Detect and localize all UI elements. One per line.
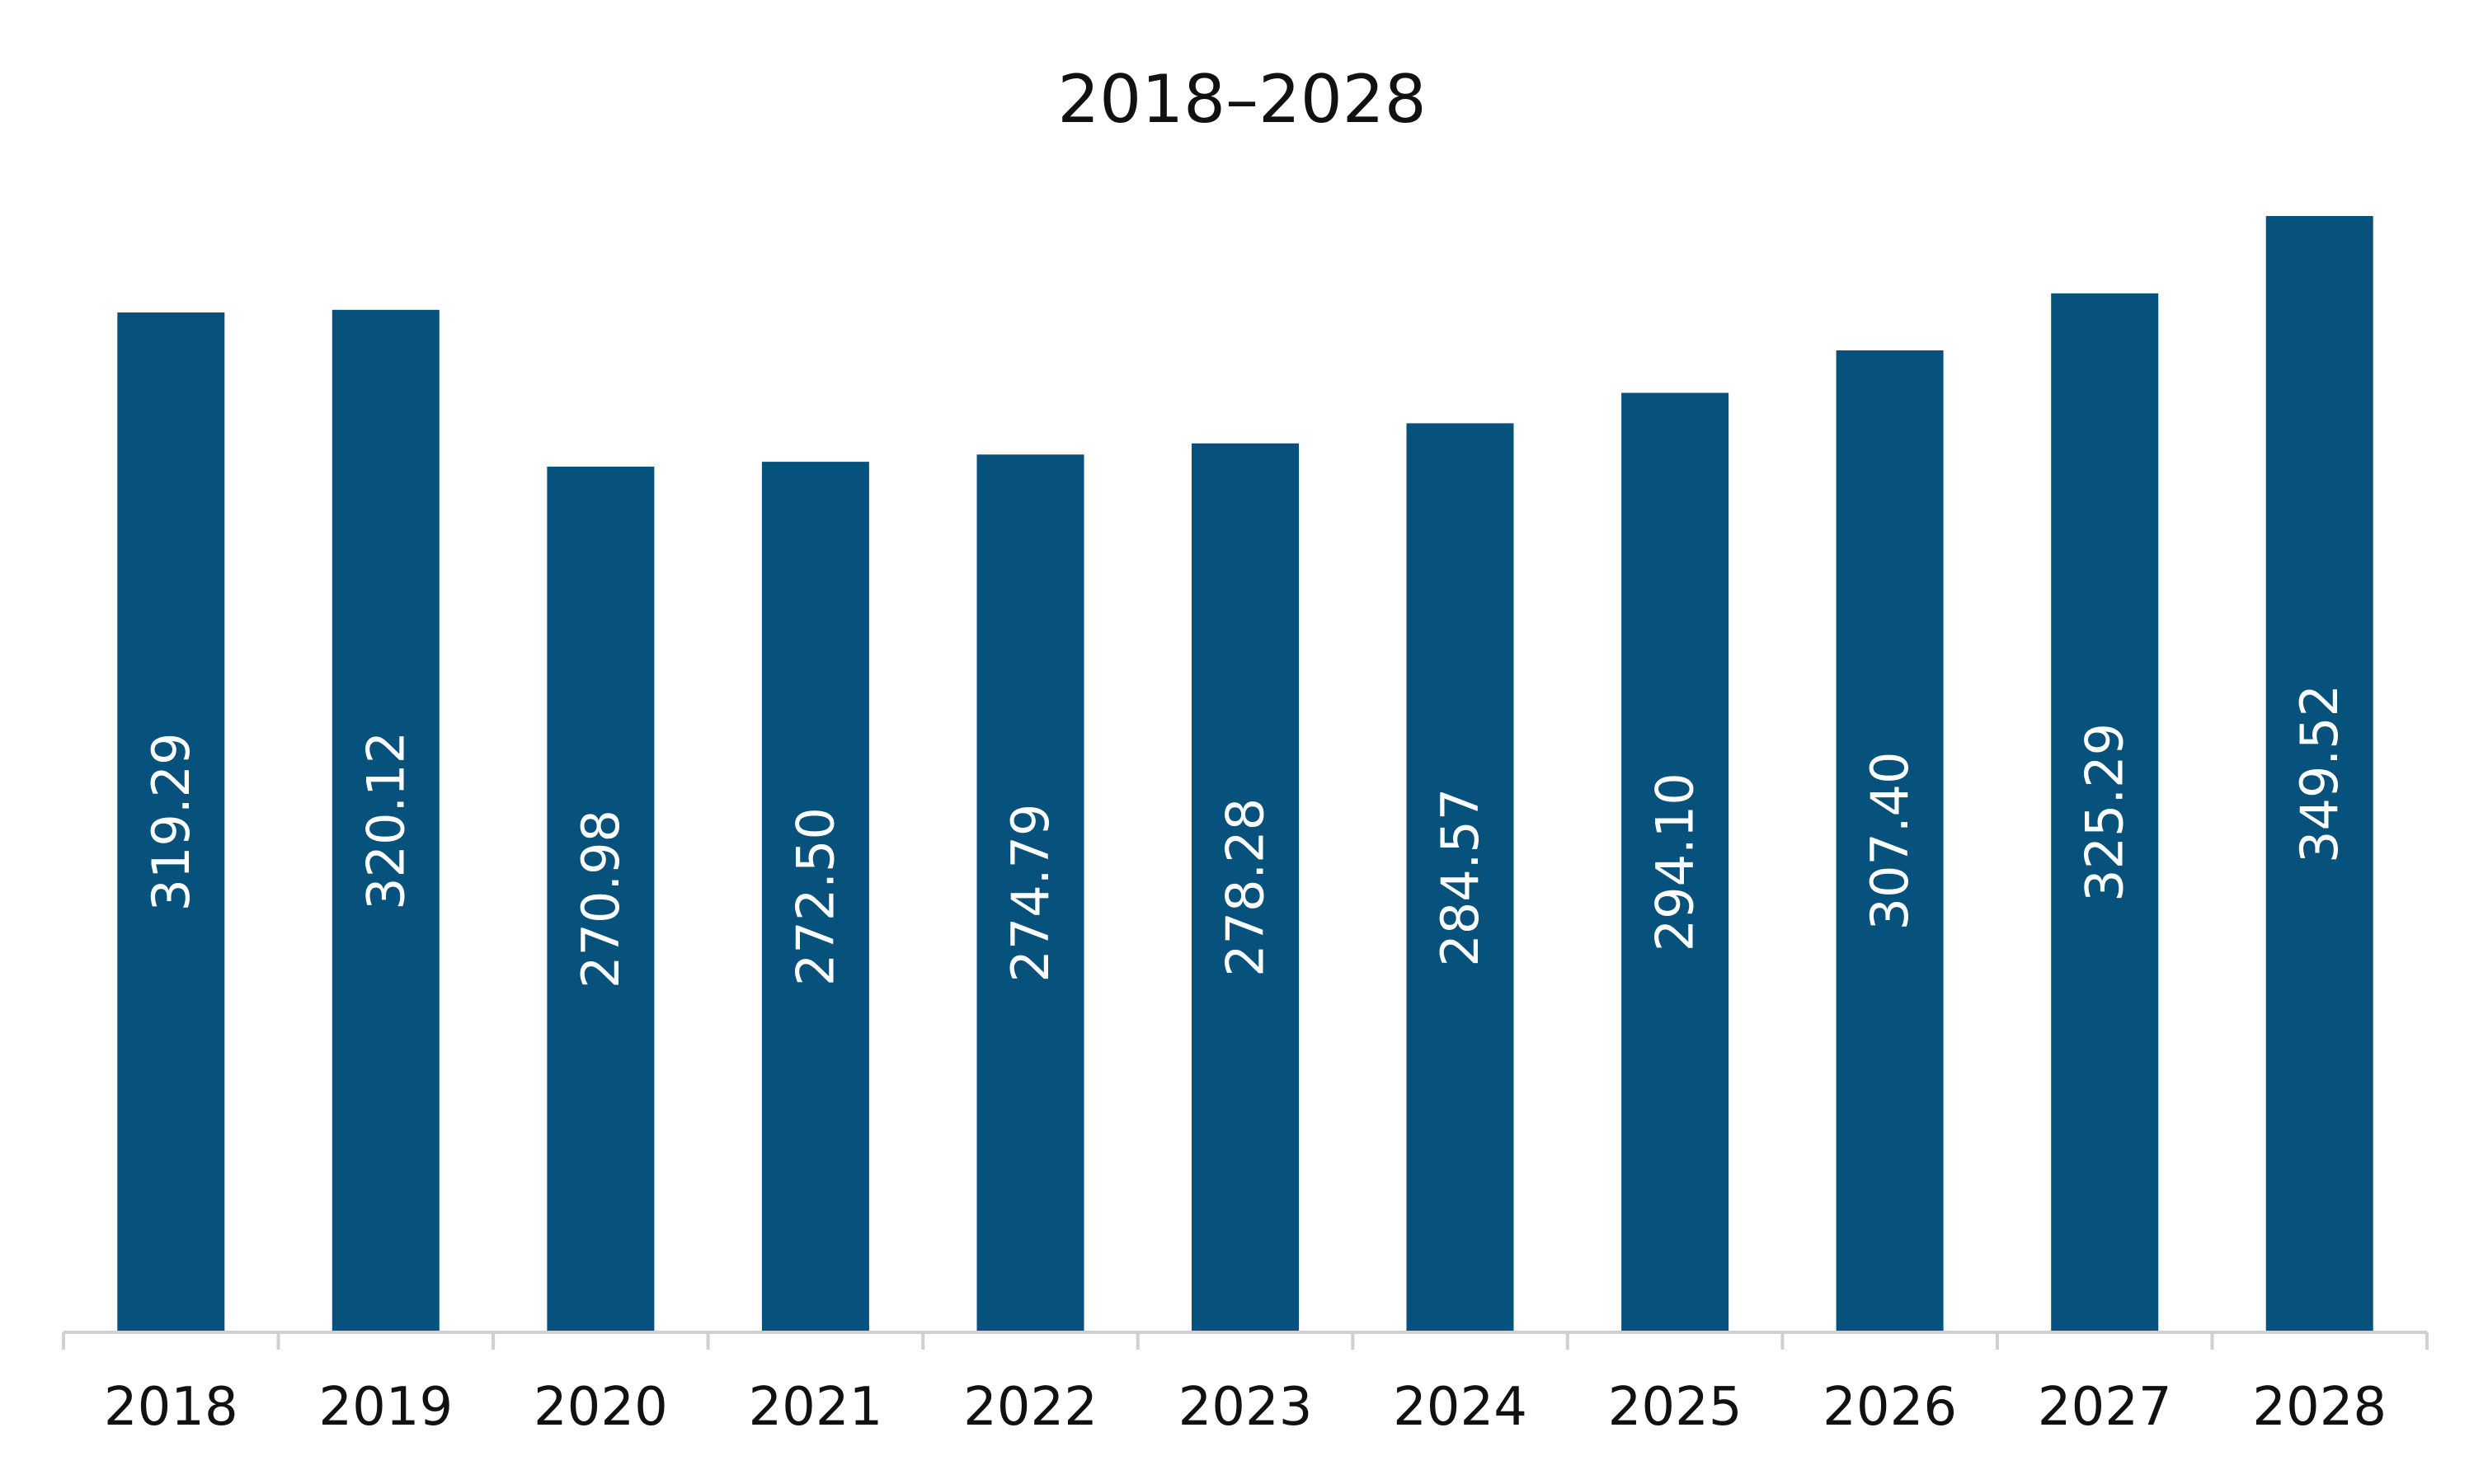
x-tick-label-2020: 2020: [534, 1377, 668, 1438]
bar-2018: [117, 312, 225, 1331]
data-label-2024: 284.57: [1430, 788, 1490, 967]
data-label-2022: 274.79: [1000, 804, 1061, 983]
data-label-2020: 270.98: [571, 810, 631, 989]
bar-2024: [1406, 423, 1514, 1331]
x-tick-label-2024: 2024: [1393, 1377, 1527, 1438]
x-tick-label-2019: 2019: [318, 1377, 453, 1438]
x-tick-label-2026: 2026: [1823, 1377, 1957, 1438]
data-labels: 319.29 320.12 270.98 272.50 274.79 278.28 284.…: [141, 684, 2349, 989]
data-label-2021: 272.50: [785, 807, 845, 986]
bar-2020: [547, 467, 655, 1331]
bar-2028: [2265, 216, 2373, 1331]
bar-2021: [761, 462, 869, 1331]
data-label-2026: 307.40: [1860, 752, 1920, 931]
data-label-2019: 320.12: [355, 731, 416, 910]
bars-layer: [117, 216, 2373, 1331]
bar-2026: [1836, 350, 1944, 1331]
x-tick-labels: 2018 2019 2020 2021 2022 2023 2024 2025 2026 2027…: [104, 1377, 2387, 1438]
data-label-2018: 319.29: [141, 733, 201, 912]
x-tick-label-2028: 2028: [2252, 1377, 2387, 1438]
x-tick-label-2023: 2023: [1178, 1377, 1313, 1438]
x-tick-label-2021: 2021: [748, 1377, 882, 1438]
chart-title: 2018–2028: [1057, 61, 1426, 138]
data-label-2027: 325.29: [2075, 723, 2135, 902]
data-label-2028: 349.52: [2289, 684, 2349, 863]
x-axis: [62, 1331, 2429, 1350]
x-tick-label-2027: 2027: [2038, 1377, 2172, 1438]
data-label-2025: 294.10: [1645, 773, 1705, 951]
x-tick-label-2025: 2025: [1608, 1377, 1743, 1438]
x-tick-label-2022: 2022: [963, 1377, 1098, 1438]
bar-2022: [976, 454, 1084, 1331]
bar-2023: [1192, 443, 1299, 1331]
bar-2019: [332, 309, 440, 1331]
bar-2027: [2051, 293, 2159, 1331]
data-label-2023: 278.28: [1216, 798, 1276, 977]
bar-2025: [1621, 392, 1729, 1331]
x-tick-label-2018: 2018: [104, 1377, 238, 1438]
